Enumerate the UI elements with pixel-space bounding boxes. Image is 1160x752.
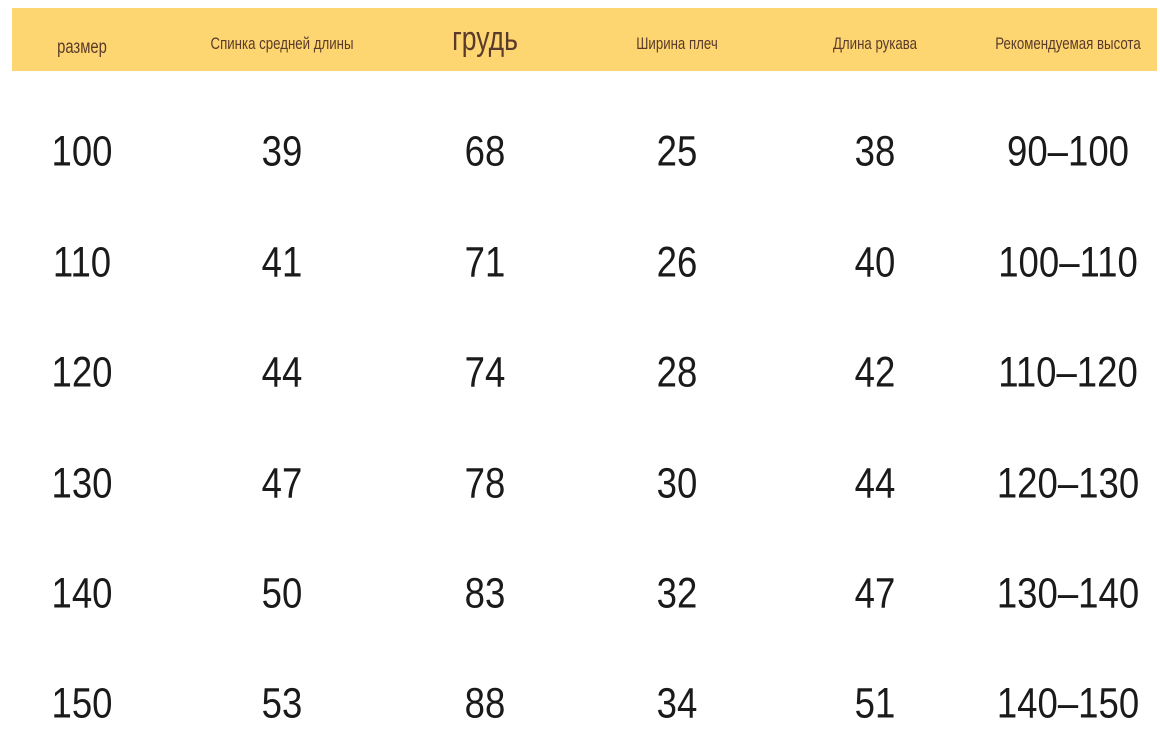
- table-cell: 39: [258, 128, 306, 177]
- table-cell: 32: [653, 570, 701, 619]
- column-header: размер: [50, 8, 114, 79]
- cell-value: 28: [656, 348, 698, 397]
- cell-value: 78: [464, 459, 506, 508]
- cell-value: 100–110: [998, 238, 1138, 287]
- table-cell: 26: [653, 239, 701, 288]
- table-cell: 28: [653, 349, 701, 398]
- cell-value: 140–150: [996, 679, 1140, 728]
- cell-value: 120–130: [996, 459, 1140, 508]
- cell-value: 42: [854, 348, 896, 397]
- table-cell: 130: [46, 460, 118, 509]
- cell-value: 47: [261, 459, 303, 508]
- table-cell: 74: [461, 349, 509, 398]
- cell-value: 140: [51, 569, 113, 618]
- cell-value: 83: [464, 569, 506, 618]
- cell-value: 150: [51, 679, 113, 728]
- cell-value: 110: [52, 238, 112, 287]
- table-header: размер Спинка средней длины грудь Ширина пл…: [12, 8, 1157, 71]
- cell-value: 40: [854, 238, 896, 287]
- cell-value: 41: [261, 238, 303, 287]
- column-header: грудь: [443, 8, 527, 71]
- table-cell: 110–120: [986, 349, 1150, 398]
- cell-value: 44: [854, 459, 896, 508]
- table-cell: 110: [48, 239, 117, 288]
- column-header-label: Рекомендуемая высота: [995, 33, 1141, 53]
- column-header: Длина рукава: [821, 8, 929, 75]
- table-cell: 120–130: [984, 460, 1151, 509]
- table-cell: 130–140: [984, 570, 1151, 619]
- table-cell: 100–110: [986, 239, 1150, 288]
- table-cell: 83: [461, 570, 509, 619]
- table-cell: 68: [461, 128, 509, 177]
- table-cell: 30: [653, 460, 701, 509]
- cell-value: 74: [464, 348, 506, 397]
- table-cell: 47: [258, 460, 306, 509]
- table-cell: 25: [653, 128, 701, 177]
- table-cell: 88: [461, 680, 509, 729]
- cell-value: 130–140: [996, 569, 1140, 618]
- cell-value: 25: [656, 127, 698, 176]
- cell-value: 90–100: [1007, 127, 1129, 176]
- table-cell: 90–100: [996, 128, 1140, 177]
- cell-value: 130: [51, 459, 113, 508]
- cell-value: 47: [854, 569, 896, 618]
- table-cell: 38: [851, 128, 899, 177]
- column-header-label: грудь: [452, 20, 518, 58]
- column-header-label: Спинка средней длины: [210, 33, 354, 53]
- column-header-label: Ширина плеч: [636, 33, 718, 53]
- column-header-label: Длина рукава: [832, 33, 918, 53]
- cell-value: 110–120: [998, 348, 1138, 397]
- cell-value: 51: [854, 679, 896, 728]
- table-cell: 71: [461, 239, 509, 288]
- table-cell: 47: [851, 570, 899, 619]
- column-header: Рекомендуемая высота: [975, 8, 1160, 75]
- column-header: Ширина плеч: [625, 8, 729, 75]
- cell-value: 100: [51, 127, 113, 176]
- table-cell: 150: [46, 680, 118, 729]
- table-cell: 41: [258, 239, 306, 288]
- table-cell: 53: [258, 680, 306, 729]
- table-cell: 44: [258, 349, 306, 398]
- cell-value: 50: [261, 569, 303, 618]
- column-header-label: размер: [57, 36, 107, 58]
- table-cell: 34: [653, 680, 701, 729]
- cell-value: 38: [854, 127, 896, 176]
- table-cell: 44: [851, 460, 899, 509]
- cell-value: 120: [51, 348, 113, 397]
- table-cell: 78: [461, 460, 509, 509]
- cell-value: 88: [464, 679, 506, 728]
- cell-value: 71: [464, 238, 506, 287]
- table-cell: 50: [258, 570, 306, 619]
- table-cell: 42: [851, 349, 899, 398]
- cell-value: 30: [656, 459, 698, 508]
- column-header: Спинка средней длины: [190, 8, 373, 75]
- cell-value: 68: [464, 127, 506, 176]
- table-cell: 140–150: [984, 680, 1151, 729]
- cell-value: 26: [656, 238, 698, 287]
- table-cell: 40: [851, 239, 899, 288]
- cell-value: 44: [261, 348, 303, 397]
- cell-value: 39: [261, 127, 303, 176]
- cell-value: 32: [656, 569, 698, 618]
- table-cell: 100: [46, 128, 118, 177]
- table-cell: 51: [851, 680, 899, 729]
- table-cell: 140: [46, 570, 118, 619]
- cell-value: 34: [656, 679, 698, 728]
- cell-value: 53: [261, 679, 303, 728]
- table-cell: 120: [46, 349, 118, 398]
